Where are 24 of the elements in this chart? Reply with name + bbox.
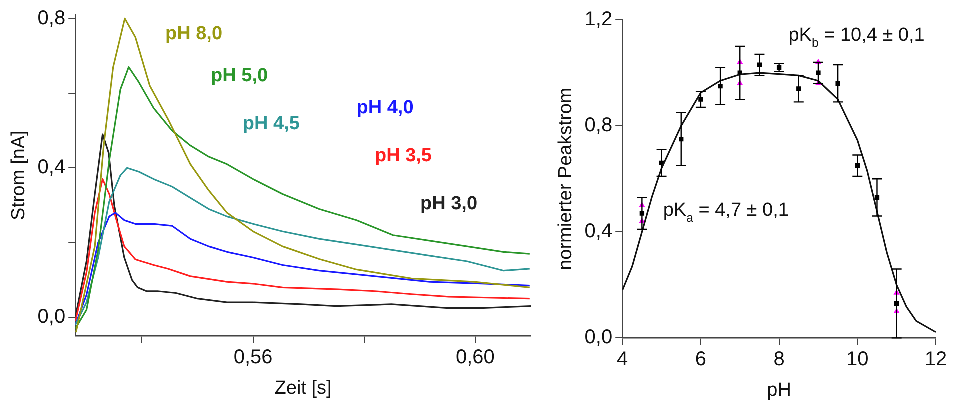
x-tick-label: 10 <box>846 348 869 371</box>
x-tick-label: 0,56 <box>234 346 273 369</box>
text: pH 5,0 <box>211 65 268 86</box>
y-tick-label: 0,4 <box>584 220 613 243</box>
y-tick-label: 0,8 <box>38 7 66 30</box>
text: pH 4,5 <box>242 113 300 134</box>
x-axis-title: pH <box>767 380 792 401</box>
y-axis-title: normierter Peakstrom <box>556 88 577 270</box>
text: pH 4,0 <box>356 97 414 118</box>
series-label: pH 8,0 <box>165 24 223 45</box>
y-tick-label: 0,0 <box>584 326 613 349</box>
x-tick-label: 8 <box>774 348 785 371</box>
y-tick-label: 1,2 <box>584 8 613 31</box>
y-tick-label: 0,8 <box>584 114 613 137</box>
x-tick-label: 6 <box>695 348 707 371</box>
x-tick-label: 12 <box>924 348 948 371</box>
y-tick-label: 0,0 <box>38 306 66 328</box>
text: pH 3,0 <box>420 194 478 215</box>
y-axis-title: Strom [nA] <box>8 130 30 220</box>
y-tick-label: 0,4 <box>38 156 66 179</box>
text: pH 3,5 <box>374 146 432 167</box>
x-axis-title: Zeit [s] <box>274 378 332 399</box>
x-tick-label: 0,60 <box>456 346 495 369</box>
x-tick-label: 4 <box>617 348 628 371</box>
